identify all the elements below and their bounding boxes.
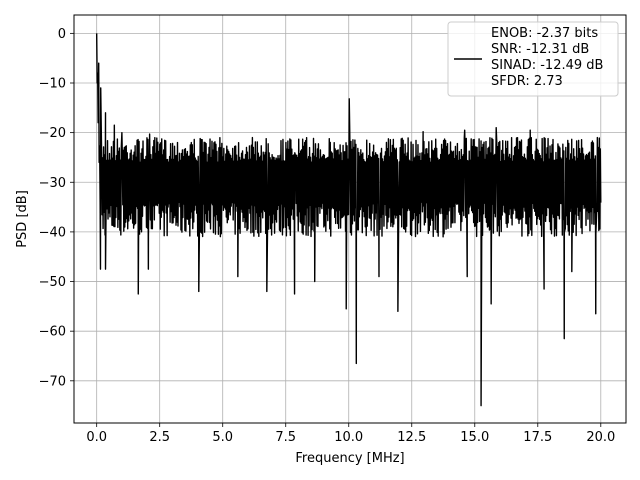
y-tick-label: −60 — [39, 325, 66, 340]
legend-box — [447, 21, 619, 97]
legend-sinad: SINAD: -12.49 dB — [491, 58, 603, 73]
x-tick-label: 5.0 — [212, 430, 233, 445]
x-tick-label: 12.5 — [397, 430, 426, 445]
legend-snr: SNR: -12.31 dB — [491, 42, 589, 57]
y-tick-label: 0 — [58, 27, 66, 42]
ticks: 0.0 2.5 5.0 7.5 10.0 12.5 15.0 17.5 20.0 0 −10 −20 −… — [39, 27, 616, 445]
series-layer — [95, 33, 602, 407]
x-axis-label: Frequency [MHz] — [295, 451, 404, 466]
x-tick-label: 0.0 — [86, 430, 107, 445]
legend-sfdr: SFDR: 2.73 — [491, 74, 563, 89]
plot-frame — [73, 14, 627, 424]
y-axis-label: PSD [dB] — [15, 190, 30, 248]
legend: ENOB: -2.37 bits SNR: -12.31 dB SINAD: -… — [447, 21, 619, 97]
y-tick-label: −40 — [39, 225, 66, 240]
y-tick-label: −70 — [39, 374, 66, 389]
y-tick-label: −30 — [39, 176, 66, 191]
psd-series-line — [95, 33, 602, 407]
y-tick-label: −50 — [39, 275, 66, 290]
y-tick-label: −20 — [39, 126, 66, 141]
x-tick-label: 10.0 — [334, 430, 363, 445]
x-tick-label: 17.5 — [523, 430, 552, 445]
x-tick-label: 15.0 — [460, 430, 489, 445]
x-tick-label: 20.0 — [586, 430, 615, 445]
y-tick-label: −10 — [39, 77, 66, 92]
x-tick-label: 7.5 — [275, 430, 296, 445]
x-tick-label: 2.5 — [149, 430, 170, 445]
legend-enob: ENOB: -2.37 bits — [491, 26, 598, 41]
